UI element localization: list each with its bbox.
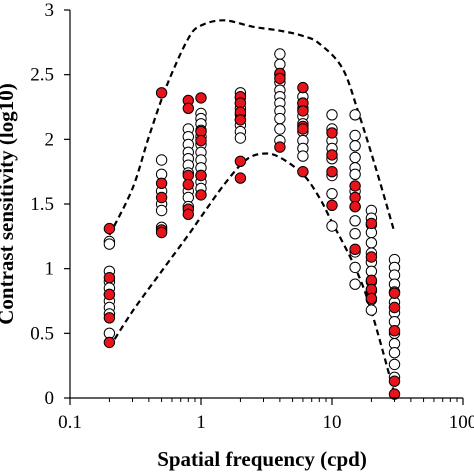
open-data-point <box>349 129 361 142</box>
open-data-point <box>326 220 338 232</box>
x-axis-title: Spatial frequency (cpd) <box>157 447 367 471</box>
open-data-point <box>349 278 361 290</box>
open-data-point <box>155 154 168 166</box>
open-data-point <box>274 48 286 60</box>
filled-data-point <box>155 226 168 239</box>
filled-data-point <box>297 81 309 94</box>
filled-data-point <box>234 172 247 184</box>
x-tick-label: 100 <box>449 412 474 433</box>
lower-bound-line <box>108 152 396 395</box>
open-data-point <box>349 140 361 152</box>
filled-data-point <box>182 208 195 221</box>
tick-labels: 0 0.5 1 1.5 2 2.5 3 0.1 1 10 100 <box>30 0 474 433</box>
filled-data-point <box>103 336 116 349</box>
y-tick-label: 2 <box>45 129 55 150</box>
x-tick-label: 10 <box>323 412 342 433</box>
open-data-point <box>365 304 378 316</box>
filled-data-point <box>388 287 401 299</box>
filled-data-point <box>349 180 361 192</box>
filled-data-point <box>326 149 338 161</box>
filled-data-point <box>349 243 361 256</box>
filled-data-point <box>349 200 361 213</box>
data-points <box>103 48 401 400</box>
y-tick-label: 0 <box>45 388 55 409</box>
filled-data-point <box>103 222 116 235</box>
axes <box>64 9 464 405</box>
filled-data-point <box>155 191 168 204</box>
x-tick-label: 1 <box>196 412 206 433</box>
filled-data-point <box>155 87 168 99</box>
open-data-point <box>326 188 338 200</box>
filled-data-point <box>195 169 207 182</box>
filled-data-point <box>182 102 195 115</box>
filled-data-point <box>195 134 207 147</box>
filled-data-point <box>388 325 401 337</box>
open-data-point <box>103 238 116 250</box>
bound-lines <box>108 19 396 395</box>
filled-data-point <box>297 166 309 178</box>
open-data-point <box>274 123 286 135</box>
open-data-point <box>349 151 361 164</box>
filled-data-point <box>234 155 247 168</box>
open-data-point <box>234 132 247 144</box>
filled-data-point <box>365 292 378 305</box>
filled-data-point <box>326 127 338 139</box>
filled-data-point <box>195 189 207 201</box>
open-data-point <box>297 150 309 162</box>
filled-data-point <box>103 288 116 301</box>
filled-data-point <box>103 272 116 284</box>
y-tick-label: 1.5 <box>30 194 54 215</box>
filled-data-point <box>274 141 286 153</box>
filled-data-point <box>326 199 338 212</box>
open-data-point <box>349 109 361 121</box>
open-data-point <box>274 112 286 125</box>
y-axis-title: Contrast sensitivity (log10) <box>0 83 18 324</box>
filled-data-point <box>388 301 401 314</box>
y-tick-label: 0.5 <box>30 323 54 344</box>
upper-bound-line <box>108 19 396 236</box>
filled-data-point <box>103 312 116 324</box>
open-data-point <box>349 228 361 240</box>
filled-data-point <box>182 178 195 191</box>
filled-data-point <box>297 105 309 117</box>
y-tick-label: 1 <box>45 259 55 280</box>
open-data-point <box>388 347 401 359</box>
filled-data-point <box>195 92 207 104</box>
open-data-point <box>326 109 338 121</box>
filled-data-point <box>365 251 378 263</box>
open-data-point <box>365 237 378 249</box>
x-tick-label: 0.1 <box>58 412 82 433</box>
filled-data-point <box>297 123 309 135</box>
open-data-point <box>349 261 361 274</box>
open-data-point <box>349 168 361 181</box>
filled-data-point <box>234 114 247 126</box>
open-data-point <box>155 204 168 217</box>
y-tick-label: 2.5 <box>30 65 54 86</box>
filled-data-point <box>326 166 338 178</box>
filled-data-point <box>365 217 378 230</box>
filled-data-point <box>388 375 401 387</box>
filled-data-point <box>274 72 286 85</box>
y-tick-label: 3 <box>45 0 55 21</box>
open-data-point <box>349 215 361 227</box>
open-data-point <box>388 358 401 371</box>
filled-data-point <box>155 177 168 190</box>
